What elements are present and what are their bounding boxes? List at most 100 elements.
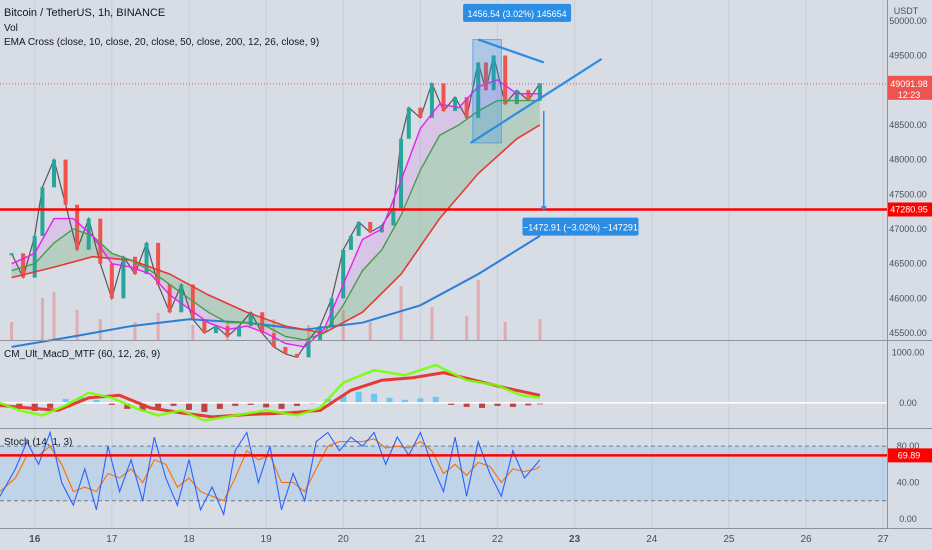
price-candle-22 [260,312,265,334]
time-label-27: 27 [878,534,890,545]
price-candle-6 [75,204,80,250]
price-candle-9 [109,263,114,299]
volume-bar-2 [52,292,56,340]
macd-histogram-bar-27 [417,398,424,403]
price-candle-11 [132,256,137,275]
price-candle-32 [368,222,373,233]
price-candle-48 [537,83,542,101]
last-price-value: 49091.98 [890,79,928,89]
stoch-level-value: 69.89 [898,450,921,460]
measure-down-label-bg [522,217,639,236]
price-tick-6: 47000.00 [889,224,927,234]
stoch-tick-1: 40.00 [897,478,920,488]
price-candle-24 [283,346,288,354]
macd-histogram-bar-10 [155,402,162,408]
stoch-level-badge [888,448,932,463]
time-label-23: 23 [569,534,581,545]
ema-label: EMA Cross (close, 10, close, 20, close, … [4,37,319,48]
price-candle-31 [356,222,361,236]
price-candle-26 [306,340,311,358]
price-tick-1: 49500.00 [889,51,927,61]
price-tick-7: 46500.00 [889,259,927,269]
chart-title: Bitcoin / TetherUS, 1h, BINANCE [4,7,165,19]
trendline-lower[interactable] [469,58,603,144]
macd-histogram-bar-12 [185,402,192,410]
macd-histogram-bar-7 [108,402,115,405]
time-scale-background [0,528,932,550]
volume-bar-18 [538,319,542,340]
macd-histogram-bar-6 [93,399,100,403]
price-candle-12 [144,242,149,275]
price-candle-45 [503,55,508,105]
price-candle-30 [348,235,353,250]
volume-bar-10 [307,325,311,340]
price-candle-37 [418,107,423,118]
macd-histogram-bar-9 [139,402,146,411]
price-candle-29 [341,249,346,299]
price-candle-3 [40,187,45,236]
macd-histogram-bar-16 [247,402,254,405]
time-label-24: 24 [646,534,658,545]
price-candle-43 [483,62,488,91]
price-candle-47 [526,90,531,101]
macd-histogram-bar-31 [479,402,486,408]
time-label-20: 20 [338,534,350,545]
price-tick-4: 48000.00 [889,155,927,165]
time-label-25: 25 [723,534,735,545]
macd-histogram-bar-17 [263,402,270,408]
volume-bar-0 [10,322,14,340]
stoch-k-line [0,430,541,517]
time-label-21: 21 [415,534,427,545]
ema-200-line [11,235,541,348]
currency-label: USDT [894,6,919,16]
time-label-17: 17 [106,534,118,545]
macd-histogram-bar-11 [170,402,177,406]
stoch-tick-0: 80.00 [897,441,920,451]
volume-bar-15 [465,316,469,340]
price-candle-42 [476,62,481,118]
last-price-badge [888,75,932,100]
macd-histogram-bar-13 [201,402,208,412]
macd-histogram-bar-26 [401,399,408,403]
price-candle-8 [98,218,103,264]
macd-histogram-bar-35 [536,402,543,405]
price-candle-40 [453,97,458,112]
measure-up-box[interactable] [472,39,502,144]
level-badge [888,202,932,217]
price-candle-14 [167,284,172,313]
macd-histogram-bar-32 [494,402,501,406]
volume-bar-16 [476,280,480,340]
time-label-18: 18 [183,534,195,545]
volume-bar-4 [98,319,102,340]
ema-50-line [11,124,541,334]
price-candle-1 [21,253,26,278]
macd-histogram-bar-4 [62,398,69,403]
price-candle-36 [406,107,411,139]
stoch-tick-2: 0.00 [899,514,917,524]
level-price-value: 47280.95 [890,204,928,214]
price-tick-0: 50000.00 [889,16,927,26]
macd-histogram-bar-23 [355,391,362,403]
countdown-value: 12:23 [898,90,921,100]
price-tick-5: 47500.00 [889,189,927,199]
price-candle-21 [248,312,253,327]
price-candle-13 [156,242,161,285]
measure-up-label-bg [463,3,572,22]
price-candle-46 [514,90,519,105]
macd-histogram-bar-33 [509,402,516,407]
ema-20-line [11,99,540,341]
measure-down-label: −1472.91 (−3.02%) −147291 [523,223,638,233]
stoch-d-line [0,438,541,502]
macd-histogram-bar-29 [448,402,455,405]
price-candle-44 [491,55,496,91]
volume-bar-13 [399,286,403,340]
price-candle-35 [399,138,404,209]
trendline-upper[interactable] [477,38,545,64]
measure-down-arrowhead [540,206,547,211]
price-candle-19 [225,326,230,337]
volume-bar-1 [40,298,44,340]
price-tick-9: 45500.00 [889,328,927,338]
macd-histogram-bar-25 [386,397,393,403]
